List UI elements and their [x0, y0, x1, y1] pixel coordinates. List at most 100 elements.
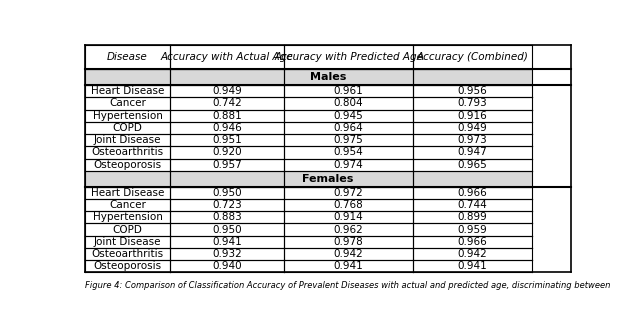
Text: Disease: Disease	[107, 52, 148, 62]
Text: 0.945: 0.945	[334, 111, 364, 121]
Text: 0.961: 0.961	[334, 86, 364, 96]
FancyBboxPatch shape	[170, 134, 284, 146]
FancyBboxPatch shape	[413, 248, 532, 260]
Text: Heart Disease: Heart Disease	[91, 188, 164, 198]
FancyBboxPatch shape	[284, 146, 413, 159]
FancyBboxPatch shape	[413, 146, 532, 159]
Text: 0.899: 0.899	[458, 212, 488, 222]
Text: 0.978: 0.978	[334, 237, 364, 247]
Text: 0.974: 0.974	[334, 160, 364, 170]
Text: 0.973: 0.973	[458, 135, 488, 145]
FancyBboxPatch shape	[85, 85, 170, 97]
Text: 0.744: 0.744	[458, 200, 488, 210]
Text: Accuracy (Combined): Accuracy (Combined)	[417, 52, 529, 62]
FancyBboxPatch shape	[284, 110, 413, 122]
FancyBboxPatch shape	[170, 211, 284, 223]
Text: Osteoporosis: Osteoporosis	[93, 261, 161, 271]
Text: 0.954: 0.954	[334, 147, 364, 157]
Text: 0.942: 0.942	[458, 249, 488, 259]
FancyBboxPatch shape	[170, 122, 284, 134]
FancyBboxPatch shape	[170, 223, 284, 236]
FancyBboxPatch shape	[85, 159, 170, 171]
FancyBboxPatch shape	[413, 110, 532, 122]
Text: 0.965: 0.965	[458, 160, 488, 170]
FancyBboxPatch shape	[413, 69, 532, 85]
FancyBboxPatch shape	[170, 260, 284, 273]
FancyBboxPatch shape	[284, 85, 413, 97]
FancyBboxPatch shape	[284, 69, 413, 85]
FancyBboxPatch shape	[284, 236, 413, 248]
Text: COPD: COPD	[113, 123, 143, 133]
FancyBboxPatch shape	[413, 134, 532, 146]
FancyBboxPatch shape	[85, 146, 170, 159]
FancyBboxPatch shape	[413, 223, 532, 236]
Text: 0.950: 0.950	[212, 224, 242, 235]
FancyBboxPatch shape	[85, 248, 170, 260]
FancyBboxPatch shape	[413, 187, 532, 199]
FancyBboxPatch shape	[85, 260, 170, 273]
FancyBboxPatch shape	[284, 260, 413, 273]
Text: 0.957: 0.957	[212, 160, 242, 170]
Text: 0.947: 0.947	[458, 147, 488, 157]
FancyBboxPatch shape	[413, 85, 532, 97]
FancyBboxPatch shape	[170, 248, 284, 260]
Text: 0.964: 0.964	[334, 123, 364, 133]
FancyBboxPatch shape	[85, 97, 170, 110]
FancyBboxPatch shape	[284, 134, 413, 146]
FancyBboxPatch shape	[85, 122, 170, 134]
FancyBboxPatch shape	[170, 85, 284, 97]
FancyBboxPatch shape	[85, 110, 170, 122]
FancyBboxPatch shape	[284, 223, 413, 236]
FancyBboxPatch shape	[85, 199, 170, 211]
Text: 0.768: 0.768	[334, 200, 364, 210]
Text: 0.941: 0.941	[458, 261, 488, 271]
FancyBboxPatch shape	[85, 187, 170, 199]
Text: Accuracy with Predicted Age: Accuracy with Predicted Age	[274, 52, 423, 62]
FancyBboxPatch shape	[413, 159, 532, 171]
Text: 0.723: 0.723	[212, 200, 242, 210]
FancyBboxPatch shape	[284, 159, 413, 171]
FancyBboxPatch shape	[85, 69, 170, 85]
FancyBboxPatch shape	[85, 223, 170, 236]
FancyBboxPatch shape	[284, 211, 413, 223]
Text: Accuracy with Actual Age: Accuracy with Actual Age	[161, 52, 294, 62]
Text: 0.956: 0.956	[458, 86, 488, 96]
FancyBboxPatch shape	[413, 122, 532, 134]
Text: Osteoarthritis: Osteoarthritis	[92, 147, 164, 157]
Text: Cancer: Cancer	[109, 99, 146, 109]
FancyBboxPatch shape	[170, 146, 284, 159]
Text: 0.940: 0.940	[212, 261, 242, 271]
Text: Joint Disease: Joint Disease	[93, 135, 161, 145]
FancyBboxPatch shape	[284, 187, 413, 199]
Text: 0.975: 0.975	[334, 135, 364, 145]
Text: Heart Disease: Heart Disease	[91, 86, 164, 96]
Text: 0.946: 0.946	[212, 123, 242, 133]
Text: Joint Disease: Joint Disease	[93, 237, 161, 247]
FancyBboxPatch shape	[413, 171, 532, 187]
Text: 0.959: 0.959	[458, 224, 488, 235]
FancyBboxPatch shape	[413, 211, 532, 223]
FancyBboxPatch shape	[170, 97, 284, 110]
Text: Osteoarthritis: Osteoarthritis	[92, 249, 164, 259]
Text: 0.916: 0.916	[458, 111, 488, 121]
Text: 0.950: 0.950	[212, 188, 242, 198]
Text: 0.932: 0.932	[212, 249, 242, 259]
Text: 0.804: 0.804	[334, 99, 364, 109]
Text: 0.962: 0.962	[334, 224, 364, 235]
Text: 0.881: 0.881	[212, 111, 242, 121]
FancyBboxPatch shape	[170, 171, 284, 187]
Text: 0.883: 0.883	[212, 212, 242, 222]
FancyBboxPatch shape	[284, 97, 413, 110]
Text: Hypertension: Hypertension	[93, 212, 163, 222]
Text: 0.914: 0.914	[334, 212, 364, 222]
FancyBboxPatch shape	[413, 260, 532, 273]
Text: 0.966: 0.966	[458, 188, 488, 198]
FancyBboxPatch shape	[85, 211, 170, 223]
FancyBboxPatch shape	[170, 110, 284, 122]
Text: Cancer: Cancer	[109, 200, 146, 210]
FancyBboxPatch shape	[284, 45, 413, 69]
FancyBboxPatch shape	[170, 187, 284, 199]
Text: Figure 4: Comparison of Classification Accuracy of Prevalent Diseases with actua: Figure 4: Comparison of Classification A…	[85, 281, 611, 290]
Text: 0.951: 0.951	[212, 135, 242, 145]
Text: Females: Females	[302, 174, 354, 184]
